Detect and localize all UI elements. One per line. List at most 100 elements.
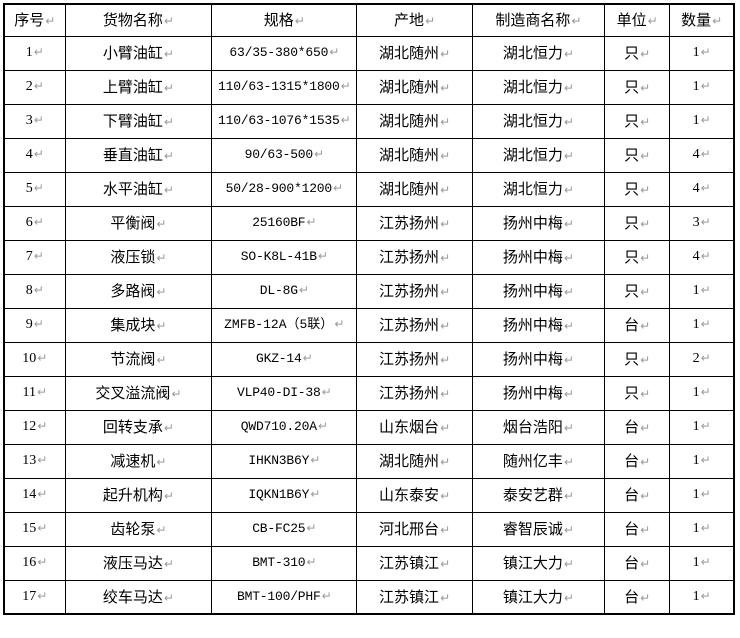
cell-quantity[interactable]: 4↵ xyxy=(669,137,735,173)
cell-origin[interactable]: 江苏扬州↵ xyxy=(356,307,473,343)
cell-index[interactable]: 6↵ xyxy=(3,205,66,241)
cell-quantity[interactable]: 4↵ xyxy=(669,171,735,207)
cell-manufacturer[interactable]: 扬州中梅↵ xyxy=(471,307,606,343)
cell-name[interactable]: 平衡阀↵ xyxy=(64,205,213,241)
cell-name[interactable]: 回转支承↵ xyxy=(64,409,213,445)
cell-unit[interactable]: 只↵ xyxy=(604,205,671,241)
cell-unit[interactable]: 只↵ xyxy=(604,239,671,275)
cell-origin[interactable]: 山东泰安↵ xyxy=(356,477,473,513)
cell-unit[interactable]: 只↵ xyxy=(604,35,671,71)
cell-unit[interactable]: 台↵ xyxy=(604,307,671,343)
cell-unit[interactable]: 台↵ xyxy=(604,477,671,513)
cell-name[interactable]: 绞车马达↵ xyxy=(64,579,213,615)
cell-index[interactable]: 1↵ xyxy=(3,35,66,71)
cell-spec[interactable]: VLP40-DI-38↵ xyxy=(211,375,358,411)
cell-origin[interactable]: 江苏扬州↵ xyxy=(356,239,473,275)
cell-index[interactable]: 4↵ xyxy=(3,137,66,173)
cell-index[interactable]: 15↵ xyxy=(3,511,66,547)
table-row[interactable]: 4↵ 垂直油缸↵ 90/63-500↵ 湖北随州↵ 湖北恒力↵ 只↵ 4↵ xyxy=(3,137,735,173)
cell-origin[interactable]: 湖北随州↵ xyxy=(356,35,473,71)
cell-spec[interactable]: SO-K8L-41B↵ xyxy=(211,239,358,275)
cell-name[interactable]: 起升机构↵ xyxy=(64,477,213,513)
table-row[interactable]: 17↵ 绞车马达↵ BMT-100/PHF↵ 江苏镇江↵ 镇江大力↵ 台↵ 1↵ xyxy=(3,579,735,615)
cell-spec[interactable]: CB-FC25↵ xyxy=(211,511,358,547)
cell-index[interactable]: 14↵ xyxy=(3,477,66,513)
cell-manufacturer[interactable]: 睿智辰诚↵ xyxy=(471,511,606,547)
cell-origin[interactable]: 江苏扬州↵ xyxy=(356,375,473,411)
cell-spec[interactable]: 110/63-1315*1800↵ xyxy=(211,69,358,105)
cell-index[interactable]: 12↵ xyxy=(3,409,66,445)
cell-index[interactable]: 16↵ xyxy=(3,545,66,581)
cell-manufacturer[interactable]: 烟台浩阳↵ xyxy=(471,409,606,445)
cell-quantity[interactable]: 1↵ xyxy=(669,511,735,547)
cell-spec[interactable]: ZMFB-12A（5联）↵ xyxy=(211,307,358,343)
cell-name[interactable]: 节流阀↵ xyxy=(64,341,213,377)
cell-manufacturer[interactable]: 湖北恒力↵ xyxy=(471,103,606,139)
table-row[interactable]: 2↵ 上臂油缸↵ 110/63-1315*1800↵ 湖北随州↵ 湖北恒力↵ 只↵ 1↵ xyxy=(3,69,735,105)
cell-quantity[interactable]: 1↵ xyxy=(669,545,735,581)
table-row[interactable]: 16↵ 液压马达↵ BMT-310↵ 江苏镇江↵ 镇江大力↵ 台↵ 1↵ xyxy=(3,545,735,581)
cell-spec[interactable]: QWD710.20A↵ xyxy=(211,409,358,445)
cell-index[interactable]: 5↵ xyxy=(3,171,66,207)
cell-unit[interactable]: 台↵ xyxy=(604,545,671,581)
cell-spec[interactable]: IHKN3B6Y↵ xyxy=(211,443,358,479)
cell-quantity[interactable]: 1↵ xyxy=(669,409,735,445)
cell-quantity[interactable]: 3↵ xyxy=(669,205,735,241)
cell-manufacturer[interactable]: 泰安艺群↵ xyxy=(471,477,606,513)
cell-manufacturer[interactable]: 扬州中梅↵ xyxy=(471,341,606,377)
cell-unit[interactable]: 台↵ xyxy=(604,443,671,479)
table-row[interactable]: 10↵ 节流阀↵ GKZ-14↵ 江苏扬州↵ 扬州中梅↵ 只↵ 2↵ xyxy=(3,341,735,377)
cell-index[interactable]: 9↵ xyxy=(3,307,66,343)
cell-index[interactable]: 7↵ xyxy=(3,239,66,275)
cell-origin[interactable]: 湖北随州↵ xyxy=(356,137,473,173)
cell-name[interactable]: 液压马达↵ xyxy=(64,545,213,581)
cell-unit[interactable]: 台↵ xyxy=(604,409,671,445)
cell-quantity[interactable]: 4↵ xyxy=(669,239,735,275)
table-row[interactable]: 5↵ 水平油缸↵ 50/28-900*1200↵ 湖北随州↵ 湖北恒力↵ 只↵ 4↵ xyxy=(3,171,735,207)
cell-index[interactable]: 2↵ xyxy=(3,69,66,105)
cell-spec[interactable]: GKZ-14↵ xyxy=(211,341,358,377)
cell-index[interactable]: 17↵ xyxy=(3,579,66,615)
cell-manufacturer[interactable]: 湖北恒力↵ xyxy=(471,69,606,105)
table-row[interactable]: 15↵ 齿轮泵↵ CB-FC25↵ 河北邢台↵ 睿智辰诚↵ 台↵ 1↵ xyxy=(3,511,735,547)
cell-manufacturer[interactable]: 扬州中梅↵ xyxy=(471,205,606,241)
table-row[interactable]: 12↵ 回转支承↵ QWD710.20A↵ 山东烟台↵ 烟台浩阳↵ 台↵ 1↵ xyxy=(3,409,735,445)
cell-origin[interactable]: 江苏镇江↵ xyxy=(356,579,473,615)
table-row[interactable]: 11↵ 交叉溢流阀↵ VLP40-DI-38↵ 江苏扬州↵ 扬州中梅↵ 只↵ 1↵ xyxy=(3,375,735,411)
cell-quantity[interactable]: 1↵ xyxy=(669,103,735,139)
cell-name[interactable]: 上臂油缸↵ xyxy=(64,69,213,105)
cell-origin[interactable]: 湖北随州↵ xyxy=(356,69,473,105)
cell-origin[interactable]: 江苏扬州↵ xyxy=(356,341,473,377)
cell-spec[interactable]: IQKN1B6Y↵ xyxy=(211,477,358,513)
cell-index[interactable]: 13↵ xyxy=(3,443,66,479)
cell-manufacturer[interactable]: 镇江大力↵ xyxy=(471,579,606,615)
cell-name[interactable]: 减速机↵ xyxy=(64,443,213,479)
cell-unit[interactable]: 只↵ xyxy=(604,273,671,309)
cell-quantity[interactable]: 1↵ xyxy=(669,307,735,343)
table-row[interactable]: 6↵ 平衡阀↵ 25160BF↵ 江苏扬州↵ 扬州中梅↵ 只↵ 3↵ xyxy=(3,205,735,241)
cell-origin[interactable]: 河北邢台↵ xyxy=(356,511,473,547)
cell-spec[interactable]: 50/28-900*1200↵ xyxy=(211,171,358,207)
cell-unit[interactable]: 台↵ xyxy=(604,511,671,547)
cell-spec[interactable]: BMT-100/PHF↵ xyxy=(211,579,358,615)
cell-index[interactable]: 8↵ xyxy=(3,273,66,309)
cell-origin[interactable]: 湖北随州↵ xyxy=(356,171,473,207)
cell-origin[interactable]: 湖北随州↵ xyxy=(356,103,473,139)
table-row[interactable]: 13↵ 减速机↵ IHKN3B6Y↵ 湖北随州↵ 随州亿丰↵ 台↵ 1↵ xyxy=(3,443,735,479)
cell-manufacturer[interactable]: 扬州中梅↵ xyxy=(471,273,606,309)
table-row[interactable]: 14↵ 起升机构↵ IQKN1B6Y↵ 山东泰安↵ 泰安艺群↵ 台↵ 1↵ xyxy=(3,477,735,513)
cell-spec[interactable]: 25160BF↵ xyxy=(211,205,358,241)
goods-list-table[interactable]: 序号↵ 货物名称↵ 规格↵ 产地↵ 制造商名称↵ 单位↵ 数量↵ xyxy=(3,3,735,615)
cell-name[interactable]: 下臂油缸↵ xyxy=(64,103,213,139)
cell-index[interactable]: 3↵ xyxy=(3,103,66,139)
cell-manufacturer[interactable]: 镇江大力↵ xyxy=(471,545,606,581)
cell-origin[interactable]: 江苏扬州↵ xyxy=(356,273,473,309)
cell-manufacturer[interactable]: 湖北恒力↵ xyxy=(471,171,606,207)
cell-name[interactable]: 交叉溢流阀↵ xyxy=(64,375,213,411)
cell-origin[interactable]: 江苏扬州↵ xyxy=(356,205,473,241)
cell-unit[interactable]: 只↵ xyxy=(604,341,671,377)
cell-unit[interactable]: 只↵ xyxy=(604,103,671,139)
cell-name[interactable]: 集成块↵ xyxy=(64,307,213,343)
cell-spec[interactable]: BMT-310↵ xyxy=(211,545,358,581)
cell-manufacturer[interactable]: 随州亿丰↵ xyxy=(471,443,606,479)
